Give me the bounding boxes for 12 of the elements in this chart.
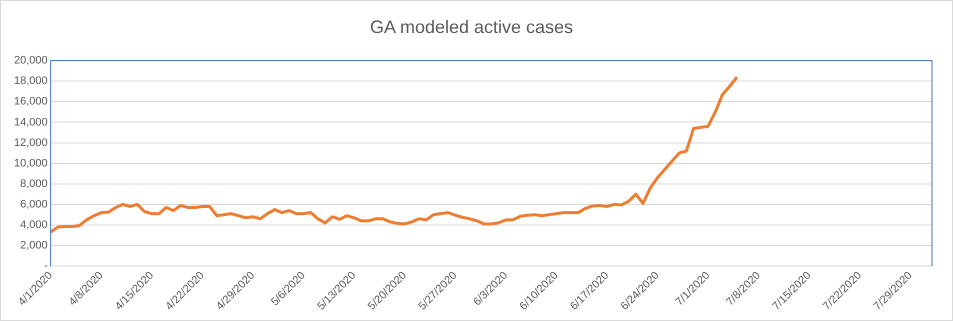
y-tick-label: 2,000 bbox=[20, 240, 48, 252]
y-tick-label: 8,000 bbox=[20, 178, 48, 190]
y-tick-label: 4,000 bbox=[20, 219, 48, 231]
y-tick-label: 6,000 bbox=[20, 198, 48, 210]
y-tick-label: 20,000 bbox=[14, 54, 48, 67]
y-tick-label: 10,000 bbox=[14, 157, 48, 170]
chart-title: GA modeled active cases bbox=[370, 16, 574, 37]
y-tick-label: 14,000 bbox=[14, 116, 48, 128]
y-tick-label: 16,000 bbox=[14, 96, 48, 108]
y-tick-label: - bbox=[44, 260, 48, 272]
y-tick-label: 18,000 bbox=[14, 75, 48, 88]
y-tick-label: 12,000 bbox=[14, 136, 48, 149]
